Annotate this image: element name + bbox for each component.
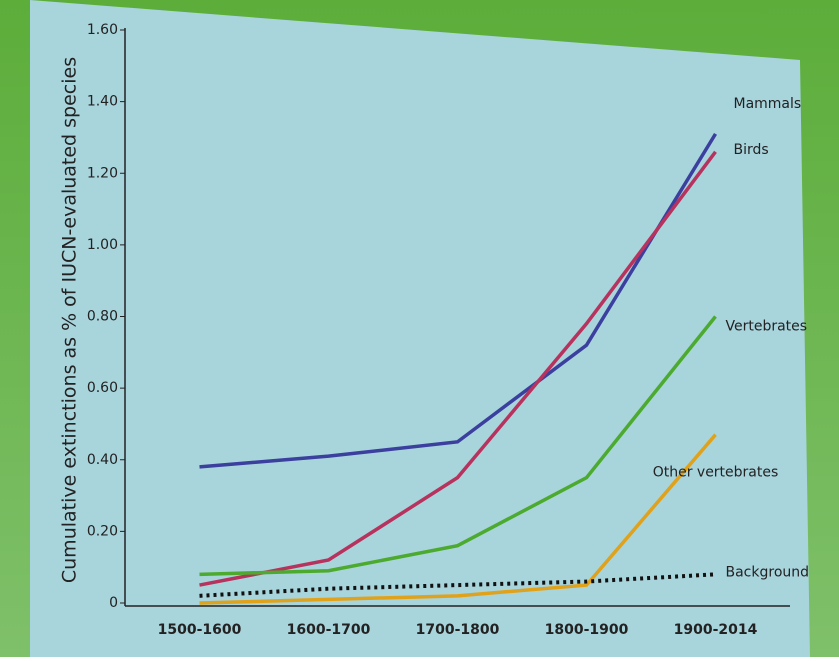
line [199,433,717,605]
x-tick-label: 1600-1700 [287,622,371,638]
line [199,572,716,598]
y-tick-label: 0.60 [87,380,118,396]
line [199,150,717,587]
x-tick-label: 1900-2014 [674,622,758,638]
y-tick-label: 1.20 [87,165,118,181]
y-axis-label: Cumulative extinctions as % of IUCN-eval… [59,57,81,583]
x-tick-label: 1800-1900 [545,622,629,638]
y-tick-label: 0.20 [87,523,118,539]
y-tick-label: 0.80 [87,309,118,325]
y-tick-label: 0.40 [87,452,118,468]
y-tick-label: 1.40 [87,94,118,110]
y-tick-label: 0 [109,595,118,611]
series-label: Vertebrates [726,319,808,335]
series-label: Birds [734,142,769,158]
y-tick-label: 1.60 [87,22,118,38]
x-tick-label: 1700-1800 [416,622,500,638]
x-tick-label: 1500-1600 [158,622,242,638]
series-label: Other vertebrates [653,465,779,481]
panel [30,0,810,657]
series-label: Mammals [734,96,802,112]
line [199,315,717,577]
line [199,132,717,469]
y-tick-label: 1.00 [87,237,118,253]
series-label: Background [726,564,810,580]
